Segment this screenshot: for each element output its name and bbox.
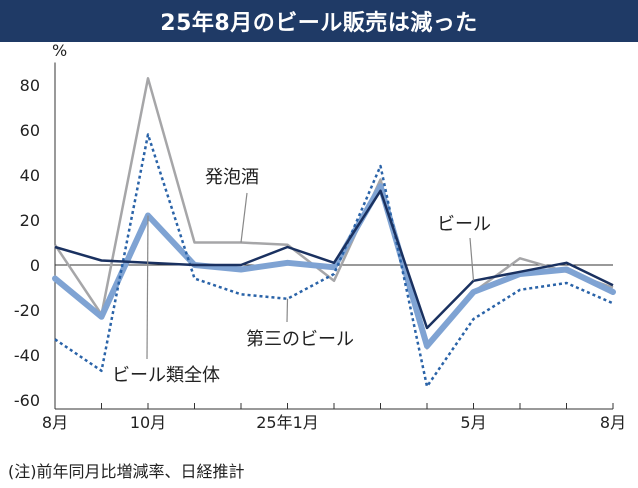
annotation-leader-line xyxy=(286,298,289,323)
y-tick-label: 0 xyxy=(30,256,40,275)
series-line-4 xyxy=(54,189,614,330)
footnote: (注)前年同月比増減率、日経推計 xyxy=(8,462,245,481)
series-line-1 xyxy=(53,77,614,350)
y-tick-label: 40 xyxy=(20,166,40,185)
x-tick-label: 8月 xyxy=(600,413,626,432)
y-tick-label: -60 xyxy=(14,391,40,410)
annotation-label: ビール類全体 xyxy=(112,365,220,386)
annotation-label: ビール xyxy=(437,214,491,235)
annotation-leader-line xyxy=(146,215,149,360)
annotation-label: 第三のビール xyxy=(246,329,354,350)
series-line-3 xyxy=(54,133,614,388)
series-line-2 xyxy=(52,183,616,349)
y-tick-label: -20 xyxy=(14,301,40,320)
chart-title: 25年8月のビール販売は減った xyxy=(160,11,478,36)
y-tick-label: 80 xyxy=(20,76,40,95)
y-tick-label: -40 xyxy=(14,346,40,365)
x-tick-label: 25年1月 xyxy=(256,413,319,432)
x-tick-label: 5月 xyxy=(460,413,486,432)
annotation-label: 発泡酒 xyxy=(205,167,259,188)
y-tick-label: 60 xyxy=(20,121,40,140)
chart-title-bar: 25年8月のビール販売は減った xyxy=(0,0,638,42)
annotation-leader-line xyxy=(469,237,475,281)
y-tick-label: 20 xyxy=(20,211,40,230)
x-tick-label: 8月 xyxy=(42,413,68,432)
x-tick-label: 10月 xyxy=(130,413,166,432)
annotation-leader-line xyxy=(240,192,248,243)
y-unit-label: % xyxy=(52,42,67,60)
